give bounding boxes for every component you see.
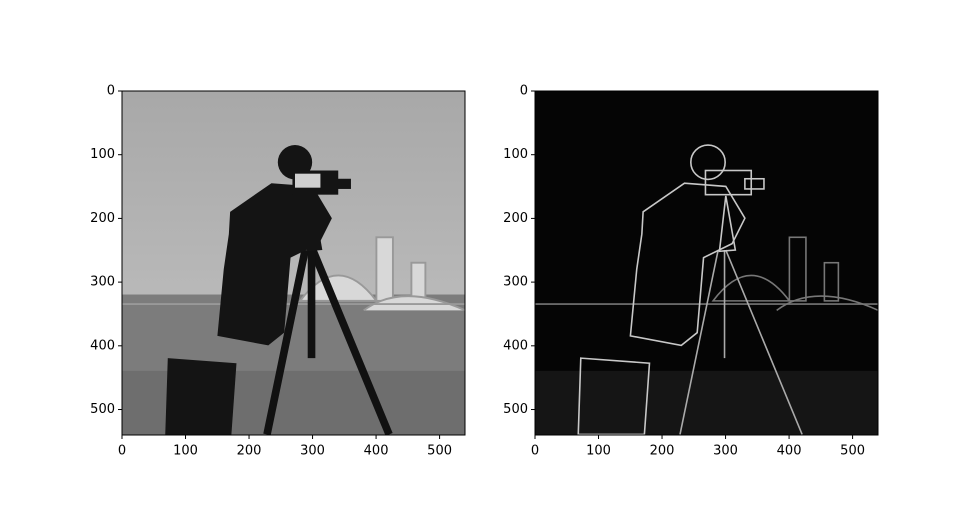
y-tick-label: 300 <box>90 275 115 290</box>
y-tick-label: 500 <box>90 402 115 417</box>
image-panel-2 <box>535 91 879 435</box>
y-tick-label: 500 <box>503 402 528 417</box>
x-tick-label: 300 <box>300 444 325 459</box>
y-tick-label: 400 <box>503 338 528 353</box>
axes-frame <box>534 90 879 436</box>
y-tick-label: 100 <box>503 147 528 162</box>
y-tick-label: 400 <box>90 338 115 353</box>
y-tick-label: 300 <box>503 275 528 290</box>
x-tick-label: 0 <box>531 444 539 459</box>
y-tick-label: 200 <box>503 211 528 226</box>
y-tick-label: 0 <box>520 84 528 99</box>
x-tick-label: 400 <box>777 444 802 459</box>
y-tick-label: 200 <box>90 211 115 226</box>
x-tick-label: 400 <box>364 444 389 459</box>
x-tick-label: 0 <box>118 444 126 459</box>
y-tick-label: 100 <box>90 147 115 162</box>
axes-frame <box>121 90 466 436</box>
y-tick-label: 0 <box>107 84 115 99</box>
image-panel-1 <box>122 91 466 435</box>
x-tick-label: 200 <box>237 444 262 459</box>
x-tick-label: 500 <box>840 444 865 459</box>
x-tick-label: 200 <box>650 444 675 459</box>
x-tick-label: 500 <box>427 444 452 459</box>
x-tick-label: 300 <box>713 444 738 459</box>
x-tick-label: 100 <box>173 444 198 459</box>
x-tick-label: 100 <box>586 444 611 459</box>
